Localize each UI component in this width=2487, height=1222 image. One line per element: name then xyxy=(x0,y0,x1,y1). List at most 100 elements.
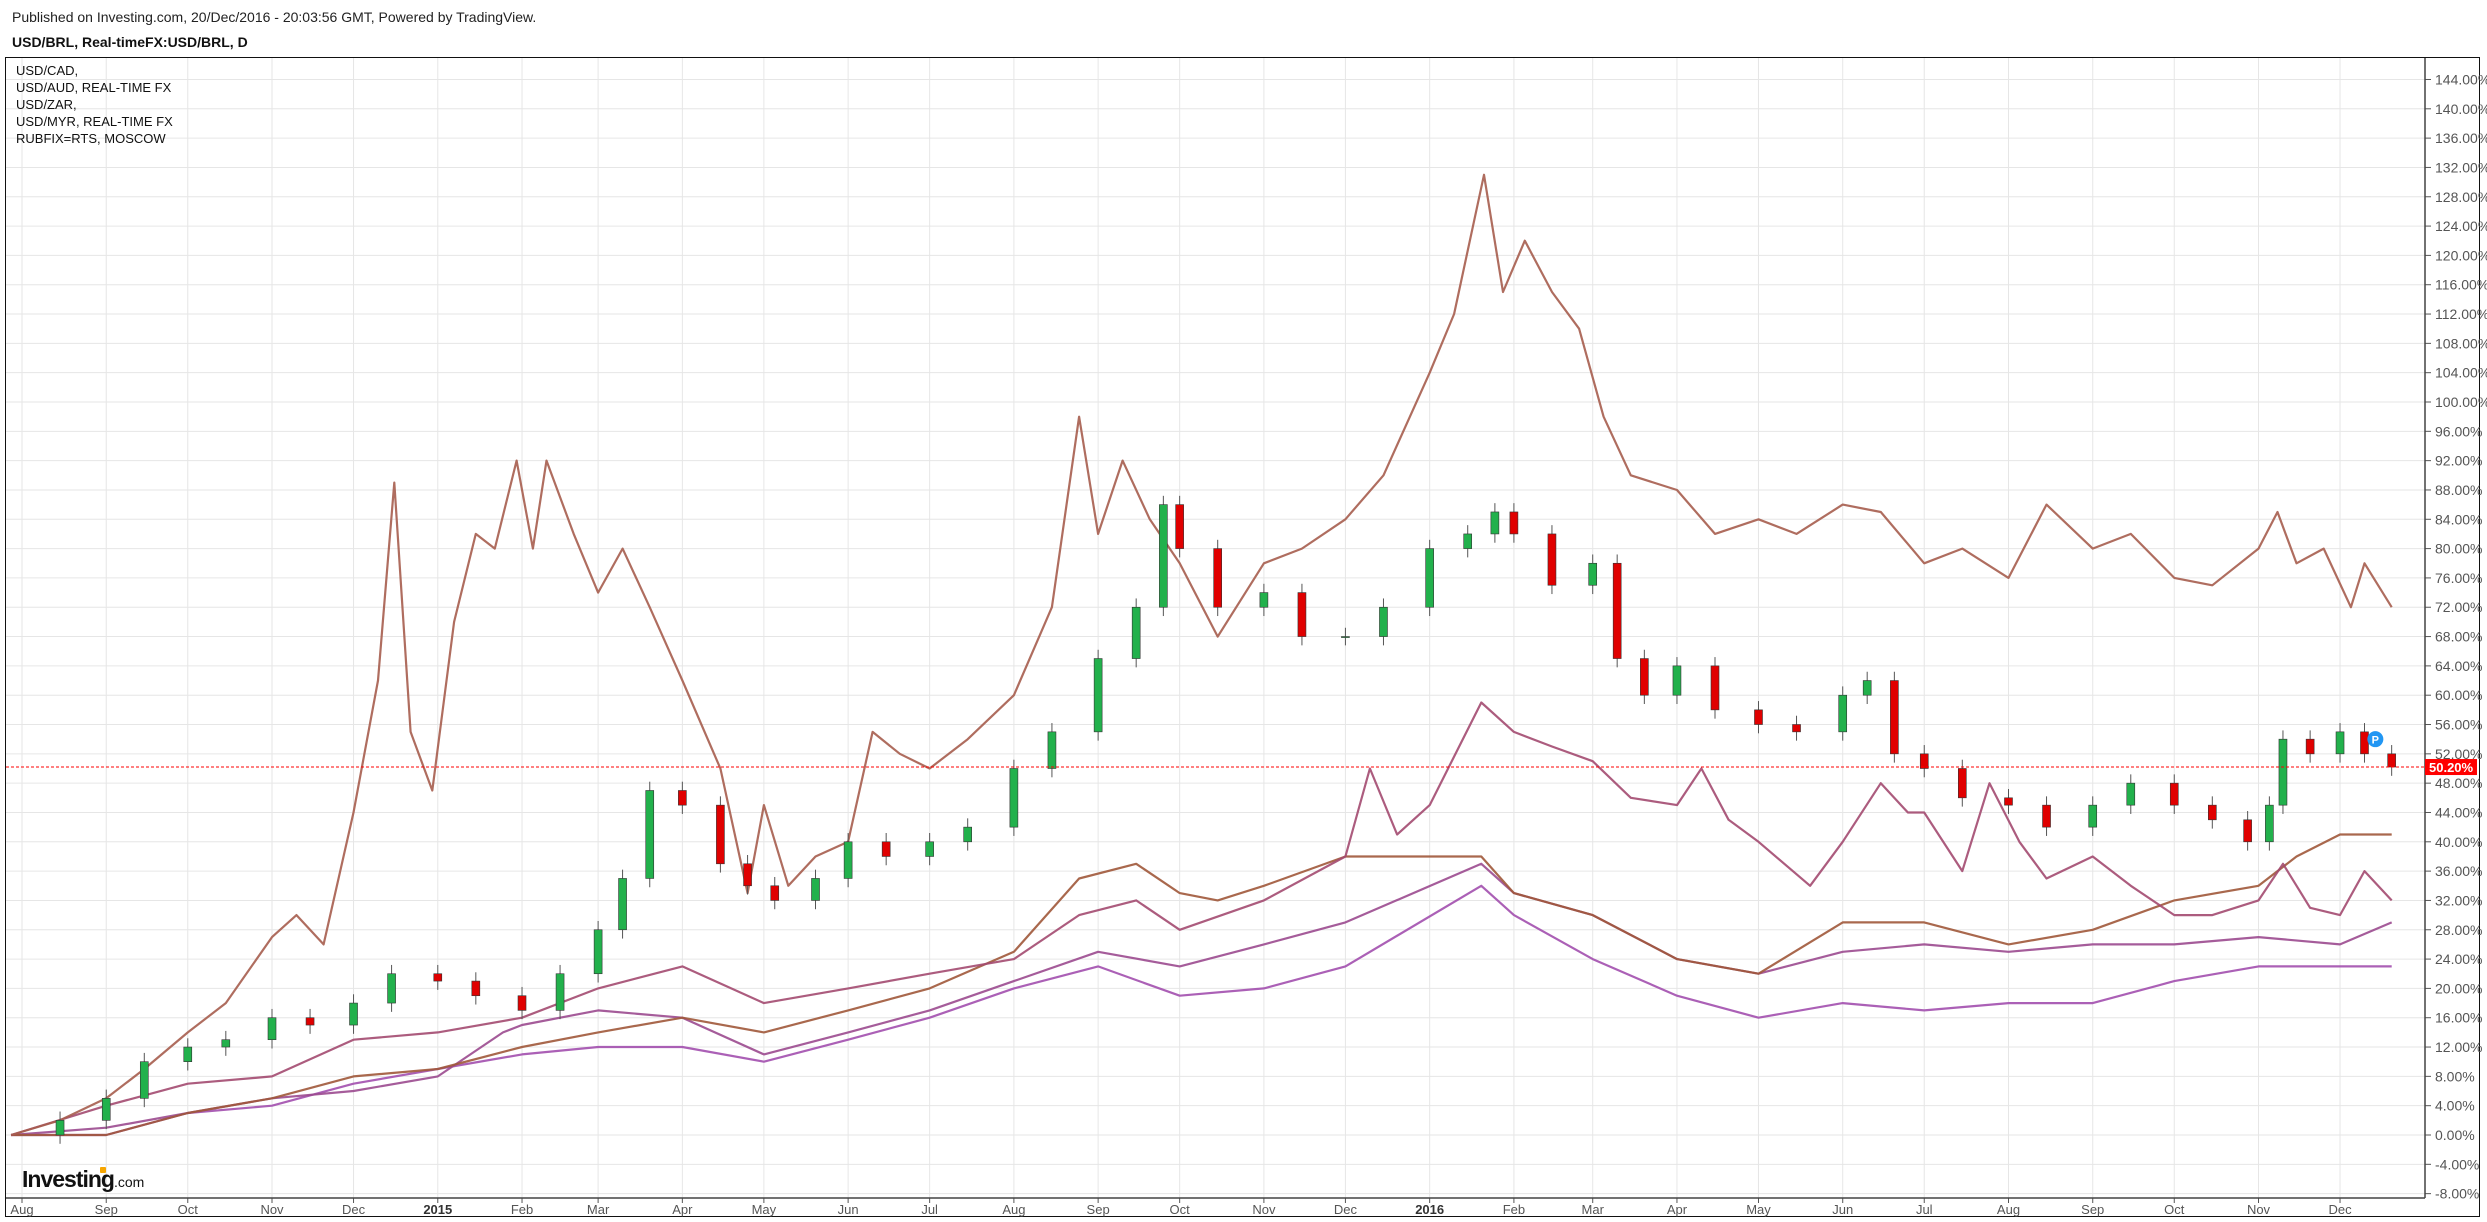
y-tick-label: 60.00% xyxy=(2435,687,2482,703)
marker-icon xyxy=(2367,731,2384,748)
candle-body xyxy=(387,973,396,1004)
candle-body xyxy=(471,980,481,997)
y-tick-label: 92.00% xyxy=(2435,453,2482,469)
y-tick-label: 112.00% xyxy=(2435,306,2487,322)
candle-body xyxy=(678,790,687,806)
candle-body xyxy=(1754,709,1763,725)
series-line xyxy=(10,173,2393,1137)
candle-body xyxy=(1612,562,1622,659)
candle-body xyxy=(55,1120,65,1136)
x-tick-label: Oct xyxy=(2164,1202,2185,1217)
x-tick-label: Jul xyxy=(1916,1202,1933,1217)
y-tick-label: -4.00% xyxy=(2435,1156,2479,1172)
logo-dot xyxy=(100,1167,106,1173)
y-tick-label: 124.00% xyxy=(2435,218,2487,234)
y-tick-label: 116.00% xyxy=(2435,277,2487,293)
x-tick-label: Aug xyxy=(10,1202,33,1217)
x-tick-label: Sep xyxy=(2081,1202,2104,1217)
x-tick-label: Sep xyxy=(95,1202,118,1217)
candle-body xyxy=(433,973,443,982)
candle-body xyxy=(1640,658,1649,696)
candle-body xyxy=(1890,680,1899,755)
candle-body xyxy=(1047,731,1057,769)
candle-body xyxy=(770,885,780,901)
candle-body xyxy=(963,826,972,843)
x-tick-label: Oct xyxy=(178,1202,199,1217)
candle-body xyxy=(517,995,527,1011)
last-value-badge xyxy=(2425,759,2477,776)
candle-body xyxy=(1341,636,1350,638)
candle-body xyxy=(139,1061,149,1099)
logo-suffix: .com xyxy=(113,1174,145,1190)
candle-body xyxy=(1588,562,1598,586)
x-tick-label: Dec xyxy=(2328,1202,2352,1217)
y-tick-label: 72.00% xyxy=(2435,599,2482,615)
y-tick-label: 120.00% xyxy=(2435,247,2487,263)
candle-body xyxy=(843,841,853,879)
x-tick-label: Sep xyxy=(1087,1202,1110,1217)
x-tick-label: Aug xyxy=(1002,1202,1025,1217)
y-tick-label: 108.00% xyxy=(2435,335,2487,351)
y-tick-label: 52.00% xyxy=(2435,746,2482,762)
candle-body xyxy=(1093,658,1103,733)
candle-body xyxy=(1957,768,1967,799)
candle-body xyxy=(2360,731,2369,755)
candle-body xyxy=(1131,606,1141,659)
candle-body xyxy=(2169,782,2179,806)
candle-body xyxy=(1672,665,1682,696)
x-tick-label: Jun xyxy=(1832,1202,1853,1217)
candle-body xyxy=(2335,731,2345,755)
y-tick-label: 76.00% xyxy=(2435,570,2482,586)
legend: USD/CAD, USD/AUD, REAL-TIME FX USD/ZAR, … xyxy=(16,62,173,147)
candle-body xyxy=(2088,804,2098,828)
x-tick-label: Apr xyxy=(1667,1202,1688,1217)
candle-body xyxy=(2042,804,2051,828)
candle-body xyxy=(2126,782,2136,806)
x-tick-label: May xyxy=(1746,1202,1771,1217)
candle-body xyxy=(1297,592,1307,637)
candle-body xyxy=(1213,548,1222,608)
investing-logo: Investing.com xyxy=(22,1166,144,1193)
x-tick-label: 2016 xyxy=(1415,1202,1444,1217)
y-tick-label: 48.00% xyxy=(2435,775,2482,791)
chart-frame xyxy=(5,57,2480,1217)
legend-item: USD/AUD, REAL-TIME FX xyxy=(16,80,172,95)
x-tick-label: Feb xyxy=(511,1202,533,1217)
candle-body xyxy=(349,1002,358,1026)
candle-body xyxy=(2004,797,2013,806)
candle-body xyxy=(1547,533,1557,586)
y-tick-label: 20.00% xyxy=(2435,980,2482,996)
y-tick-label: 104.00% xyxy=(2435,365,2487,381)
y-tick-label: 44.00% xyxy=(2435,804,2482,820)
candle-body xyxy=(2305,738,2315,755)
series-line xyxy=(11,884,2392,1137)
y-tick-label: 28.00% xyxy=(2435,922,2482,938)
x-tick-label: Nov xyxy=(1252,1202,1276,1217)
x-tick-label: Mar xyxy=(587,1202,610,1217)
x-tick-label: Dec xyxy=(1334,1202,1358,1217)
y-tick-label: 68.00% xyxy=(2435,629,2482,645)
y-tick-label: 132.00% xyxy=(2435,159,2487,175)
y-tick-label: 96.00% xyxy=(2435,423,2482,439)
candle-body xyxy=(593,929,603,975)
y-tick-label: 88.00% xyxy=(2435,482,2482,498)
last-value-label: 50.20% xyxy=(2429,760,2474,775)
candle-body xyxy=(811,878,820,901)
legend-item: USD/CAD, xyxy=(16,63,79,78)
y-tick-label: 24.00% xyxy=(2435,951,2482,967)
candle-body xyxy=(1009,768,1019,828)
candle-body xyxy=(881,841,891,857)
legend-item: RUBFIX=RTS, MOSCOW xyxy=(16,131,166,146)
candle-body xyxy=(1838,694,1848,733)
y-tick-label: 84.00% xyxy=(2435,511,2482,527)
candle-body xyxy=(2387,753,2396,768)
candle-body xyxy=(1490,511,1500,535)
x-tick-label: Oct xyxy=(1170,1202,1191,1217)
candle-body xyxy=(2278,738,2288,806)
x-tick-label: Nov xyxy=(260,1202,284,1217)
x-tick-label: Feb xyxy=(1503,1202,1525,1217)
y-tick-label: 80.00% xyxy=(2435,541,2482,557)
x-tick-label: Mar xyxy=(1582,1202,1605,1217)
y-tick-label: 136.00% xyxy=(2435,130,2487,146)
